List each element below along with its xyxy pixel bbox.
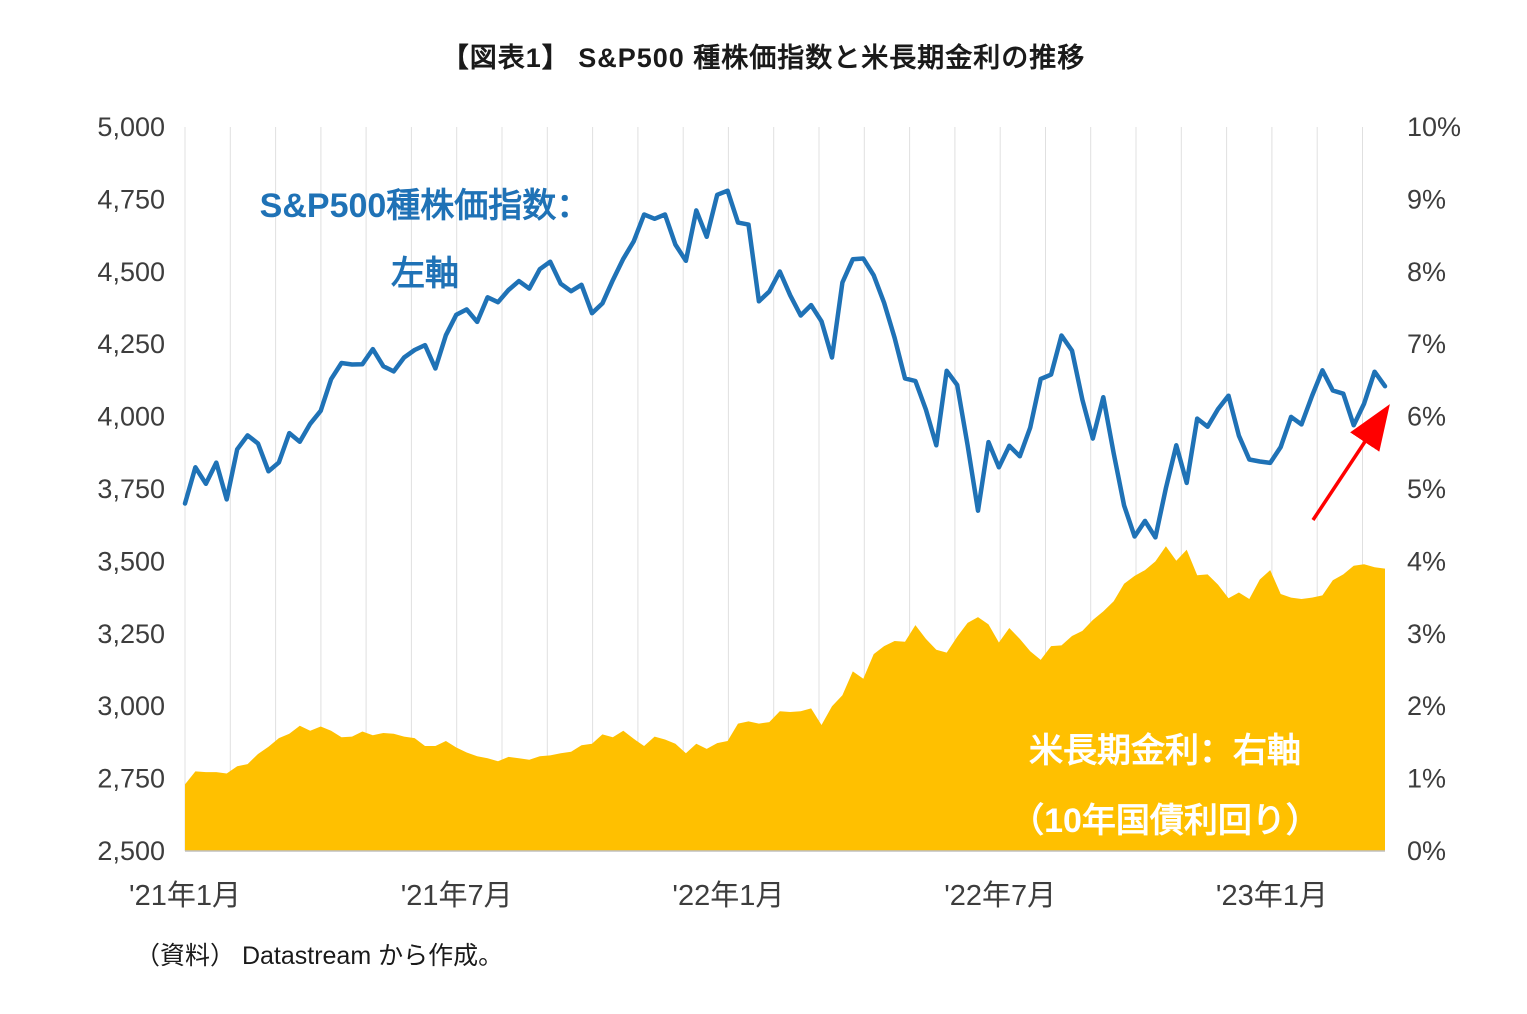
left-axis-tick: 4,000	[97, 402, 165, 432]
source-note: （資料） Datastream から作成。	[135, 942, 504, 970]
chart-title: 【図表1】 S&P500 種株価指数と米長期金利の推移	[441, 43, 1086, 73]
x-axis-tick: '21年7月	[401, 879, 513, 912]
yield-series-label: 米長期金利：右軸 （10年国債利回り）	[930, 716, 1400, 856]
sp500-line-series	[182, 188, 1388, 540]
x-axis-tick: '22年1月	[672, 879, 784, 912]
yield-series-label-line1: 米長期金利：右軸	[1029, 732, 1301, 770]
sp500-series-label: S&P500種株価指数： 左軸	[175, 172, 675, 308]
right-axis-tick: 7%	[1407, 329, 1446, 359]
right-axis-tick: 6%	[1407, 402, 1446, 432]
sp500-series-label-line2: 左軸	[391, 255, 459, 293]
right-axis-tick: 5%	[1407, 474, 1446, 504]
right-axis-tick: 9%	[1407, 184, 1446, 214]
right-axis-tick: 3%	[1407, 619, 1446, 649]
sp500-series-label-line1: S&P500種株価指数：	[259, 187, 591, 225]
right-axis-tick: 4%	[1407, 546, 1446, 576]
left-axis-tick: 4,750	[97, 184, 165, 214]
right-axis-tick: 1%	[1407, 764, 1446, 794]
right-axis-tick: 2%	[1407, 691, 1446, 721]
left-axis-tick: 3,750	[97, 474, 165, 504]
left-axis-tick: 2,500	[97, 836, 165, 866]
x-axis-tick: '23年1月	[1216, 879, 1328, 912]
right-axis-tick: 10%	[1407, 112, 1461, 142]
x-axis-tick: '22年7月	[944, 879, 1056, 912]
left-axis-tick: 3,000	[97, 691, 165, 721]
yield-area-series	[185, 546, 1385, 851]
uptrend-arrow	[1311, 404, 1390, 521]
x-axis-tick: '21年1月	[129, 879, 241, 912]
right-axis-tick: 8%	[1407, 257, 1446, 287]
left-axis-tick: 4,250	[97, 329, 165, 359]
yield-series-label-line2: （10年国債利回り）	[1010, 802, 1320, 840]
right-axis-tick: 0%	[1407, 836, 1446, 866]
left-axis-tick: 2,750	[97, 764, 165, 794]
left-axis-tick: 3,250	[97, 619, 165, 649]
left-axis-tick: 4,500	[97, 257, 165, 287]
left-axis-tick: 3,500	[97, 546, 165, 576]
left-axis-tick: 5,000	[97, 112, 165, 142]
